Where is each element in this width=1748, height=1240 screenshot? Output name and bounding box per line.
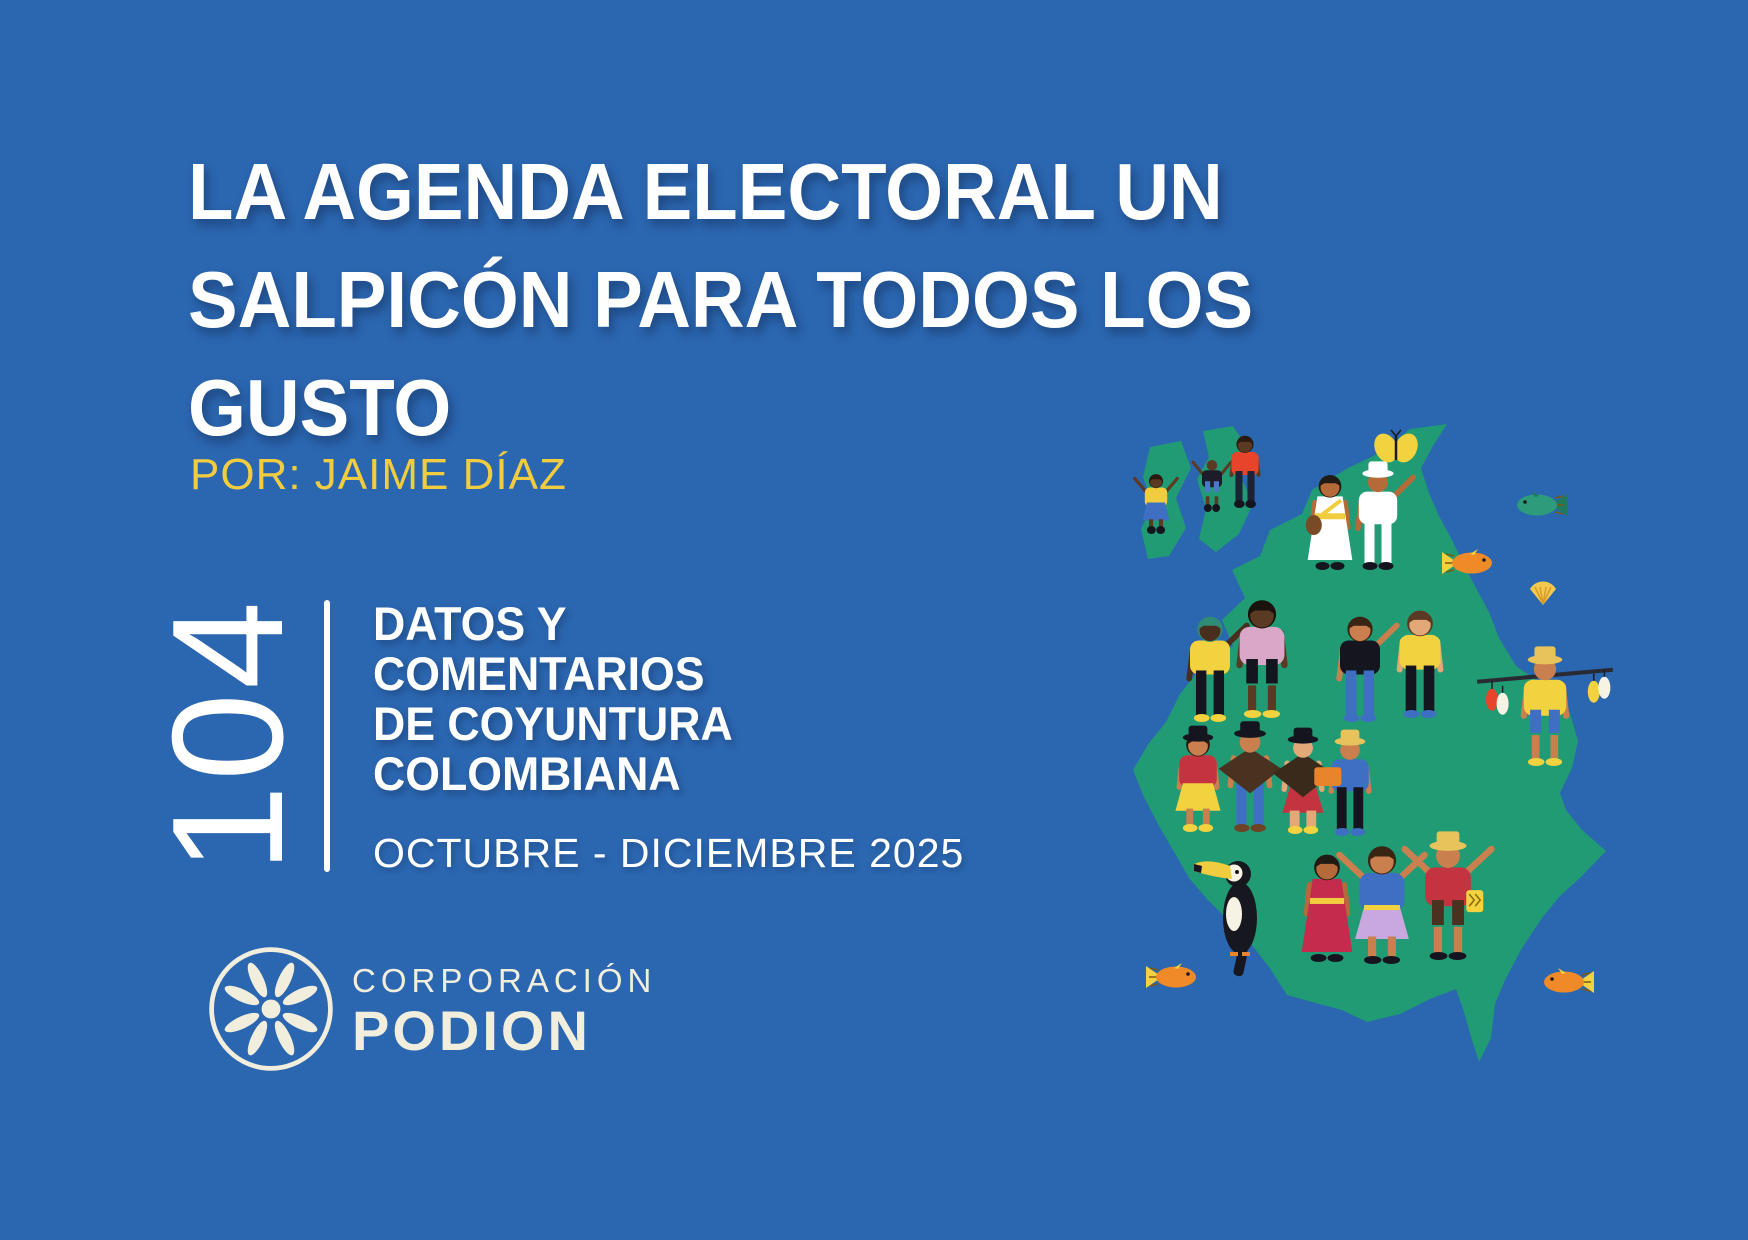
fish-orange-southwest [1146, 963, 1196, 988]
person-poncho-woman [1272, 727, 1334, 834]
vertical-divider [324, 600, 330, 872]
person-bearded-man [1396, 610, 1444, 718]
topic-line-4: COLOMBIANA [373, 747, 681, 800]
person-drummer [1401, 831, 1495, 960]
podion-logo-icon [205, 943, 337, 1075]
topic-line-3: DE COYUNTURA [373, 697, 733, 750]
issue-period: OCTUBRE - DICIEMBRE 2025 [373, 830, 965, 876]
seashell [1530, 581, 1556, 605]
person-basket-woman [1314, 729, 1372, 836]
issue-topic: DATOS Y COMENTARIOS DE COYUNTURA COLOMBI… [373, 599, 733, 799]
toucan [1194, 861, 1257, 977]
person-poncho-man [1218, 721, 1282, 832]
person-island-girl [1133, 474, 1179, 534]
person-island-boy [1191, 460, 1233, 512]
title-line-2: SALPICÓN PARA TODOS LOS [188, 255, 1254, 344]
person-jeans-woman [1336, 616, 1400, 722]
logo-org-text: CORPORACIÓN [352, 962, 657, 999]
fish-teal [1517, 491, 1567, 516]
page-title: LA AGENDA ELECTORAL UN SALPICÓN PARA TOD… [188, 138, 1267, 462]
person-fisherman [1476, 646, 1614, 766]
person-waving-woman [1186, 616, 1250, 722]
title-line-1: LA AGENDA ELECTORAL UN [188, 147, 1223, 236]
issue-number: 104 [140, 597, 316, 873]
person-wayuu-woman [1301, 854, 1353, 962]
logo-name-text: PODION [352, 999, 591, 1062]
person-island-man [1229, 435, 1261, 508]
person-arhuaca-woman [1305, 474, 1353, 570]
person-dancing-girl [1336, 846, 1428, 964]
fish-orange-southeast [1544, 968, 1594, 993]
person-arhuaco-man [1355, 461, 1417, 570]
person-andean-woman [1175, 725, 1221, 832]
fish-orange-north [1442, 549, 1492, 574]
topic-line-1: DATOS Y [373, 597, 567, 650]
person-tank-man [1236, 600, 1288, 718]
title-line-3: GUSTO [188, 363, 452, 452]
topic-line-2: COMENTARIOS [373, 647, 705, 700]
butterfly [1374, 429, 1418, 463]
byline: POR: JAIME DÍAZ [190, 450, 567, 499]
